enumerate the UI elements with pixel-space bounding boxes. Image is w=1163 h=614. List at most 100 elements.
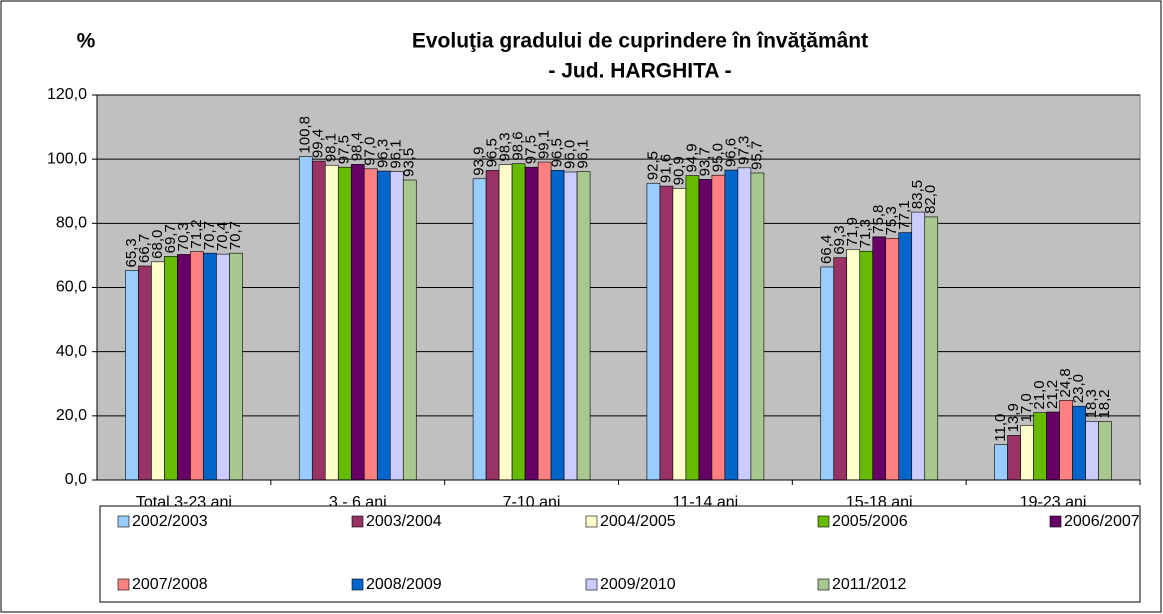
bar: [363, 168, 378, 481]
bar: [859, 250, 874, 481]
bar: [924, 216, 939, 481]
bar: [698, 179, 713, 481]
bar: [524, 166, 539, 481]
bar: [685, 175, 700, 481]
value-label: 68,0: [149, 230, 166, 259]
legend-swatch: [817, 515, 830, 528]
bar: [389, 171, 404, 481]
value-label: 96,5: [484, 138, 501, 167]
legend-label: 2007/2008: [132, 576, 208, 593]
bar: [711, 174, 726, 481]
value-label: 69,7: [162, 224, 179, 253]
bar: [833, 257, 848, 481]
value-label: 99,1: [536, 130, 553, 159]
bar: [229, 252, 243, 481]
legend-label: 2011/2012: [832, 576, 907, 593]
bar: [472, 178, 487, 481]
value-label: 17,0: [1018, 393, 1035, 422]
value-label: 98,4: [349, 132, 366, 161]
value-label: 11,0: [992, 414, 1009, 442]
value-label: 97,3: [735, 136, 752, 165]
bar: [125, 270, 139, 481]
bar: [498, 164, 513, 481]
bar: [216, 253, 230, 481]
bar: [190, 251, 204, 481]
value-label: 24,8: [1057, 368, 1074, 397]
bar: [376, 170, 391, 481]
value-label: 18,2: [1096, 389, 1113, 418]
value-label: 95,7: [748, 141, 765, 170]
bar: [164, 256, 178, 481]
bar: [324, 164, 339, 481]
value-label: 96,1: [575, 139, 592, 168]
legend-swatch: [351, 578, 364, 591]
chart-subtitle: - Jud. HARGHITA -: [548, 60, 731, 83]
legend-swatch: [117, 578, 130, 591]
legend-swatch: [117, 515, 130, 528]
value-label: 96,0: [562, 140, 579, 169]
bar: [885, 238, 900, 481]
bar: [846, 249, 861, 481]
bar: [298, 156, 313, 481]
value-label: 95,0: [709, 143, 726, 172]
y-axis-label: %: [77, 30, 96, 53]
bar: [1059, 400, 1073, 481]
value-label: 98,6: [510, 131, 527, 160]
value-label: 97,5: [336, 135, 353, 164]
value-label: 98,3: [497, 132, 514, 161]
value-label: 23,0: [1070, 374, 1087, 403]
legend-label: 2005/2006: [832, 513, 908, 530]
value-label: 18,3: [1083, 389, 1100, 418]
value-label: 70,7: [227, 221, 244, 250]
value-label: 65,3: [123, 238, 140, 267]
value-label: 96,1: [388, 139, 405, 168]
legend-label: 2003/2004: [366, 513, 442, 530]
value-label: 69,3: [831, 225, 848, 254]
bar: [724, 169, 739, 481]
value-label: 93,9: [471, 147, 488, 176]
value-label: 21,2: [1044, 380, 1061, 409]
legend-label: 2008/2009: [366, 576, 442, 593]
bar: [750, 172, 765, 481]
bar: [737, 167, 752, 481]
value-label: 75,3: [883, 206, 900, 235]
bar: [138, 265, 152, 481]
bar: [485, 170, 500, 481]
bar: [1085, 420, 1099, 481]
bar: [203, 252, 217, 481]
value-label: 70,3: [175, 222, 192, 251]
legend-label: 2009/2010: [600, 576, 676, 593]
legend-swatch: [585, 515, 598, 528]
value-label: 75,8: [870, 205, 887, 234]
bar: [350, 164, 365, 481]
bar: [820, 266, 835, 481]
y-tick-label: 60,0: [56, 279, 87, 296]
value-label: 13,9: [1005, 403, 1022, 432]
bar: [872, 236, 887, 481]
value-label: 70,7: [201, 221, 218, 250]
value-label: 21,0: [1031, 380, 1048, 409]
legend-label: 2004/2005: [600, 513, 676, 530]
value-label: 96,6: [722, 138, 739, 167]
bar: [672, 188, 687, 481]
bar: [1007, 435, 1021, 481]
bar: [994, 444, 1008, 481]
bar: [1098, 421, 1112, 481]
bar: [550, 170, 565, 481]
value-label: 71,3: [857, 219, 874, 248]
bar: [563, 171, 578, 481]
value-label: 100,8: [297, 116, 314, 154]
legend-swatch: [585, 578, 598, 591]
value-label: 77,1: [896, 200, 913, 229]
legend-swatch: [1049, 515, 1062, 528]
value-label: 94,9: [683, 143, 700, 172]
y-tick-label: 40,0: [56, 343, 87, 360]
value-label: 66,7: [136, 234, 153, 263]
bar: [537, 161, 552, 481]
y-tick-label: 100,0: [47, 150, 87, 167]
value-label: 99,4: [310, 129, 327, 158]
y-tick-label: 0,0: [65, 471, 87, 488]
bar: [911, 211, 926, 481]
chart-title: Evoluţia gradului de cuprindere în învăţ…: [412, 30, 868, 53]
